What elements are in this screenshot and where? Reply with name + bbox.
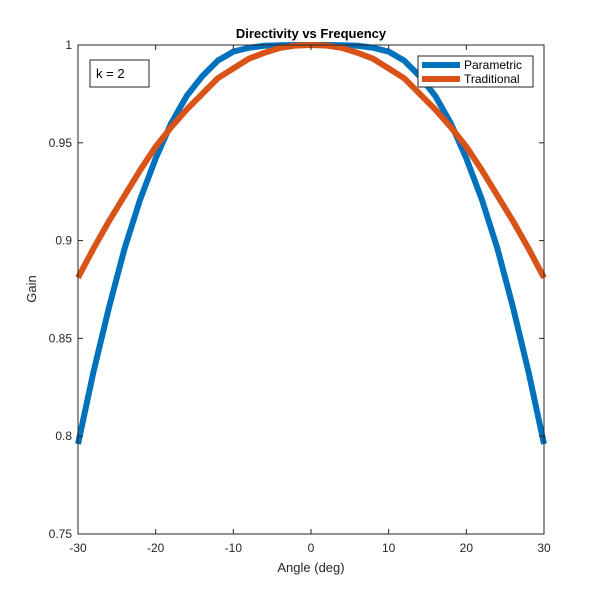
y-tick-label: 0.9 (55, 234, 72, 248)
plot-area (78, 45, 544, 534)
legend-label-traditional: Traditional (464, 72, 520, 86)
y-tick-label: 0.85 (49, 331, 73, 345)
annotation-frame (89, 59, 150, 88)
y-tick-label: 0.75 (49, 527, 73, 541)
x-tick-label: 10 (382, 541, 396, 555)
x-tick-label: 20 (460, 541, 474, 555)
y-tick-label: 0.8 (55, 429, 72, 443)
x-tick-label: -10 (225, 541, 243, 555)
annotation-box: k = 2 (89, 59, 150, 88)
x-tick-label: 0 (308, 541, 315, 555)
x-axis-label: Angle (deg) (277, 560, 344, 575)
y-axis-label: Gain (24, 275, 39, 302)
y-tick-label: 0.95 (49, 136, 73, 150)
x-tick-label: -20 (147, 541, 165, 555)
x-tick-label: 30 (537, 541, 551, 555)
legend-label-parametric: Parametric (464, 58, 522, 72)
chart-title: Directivity vs Frequency (236, 26, 387, 41)
y-tick-label: 1 (65, 38, 72, 52)
x-tick-label: -30 (69, 541, 87, 555)
ticks-layer: -30 -20 -10 0 10 20 30 0.75 0.8 0.85 0.9 0.95 1 (49, 38, 551, 555)
annotation-text: k = 2 (96, 66, 125, 81)
